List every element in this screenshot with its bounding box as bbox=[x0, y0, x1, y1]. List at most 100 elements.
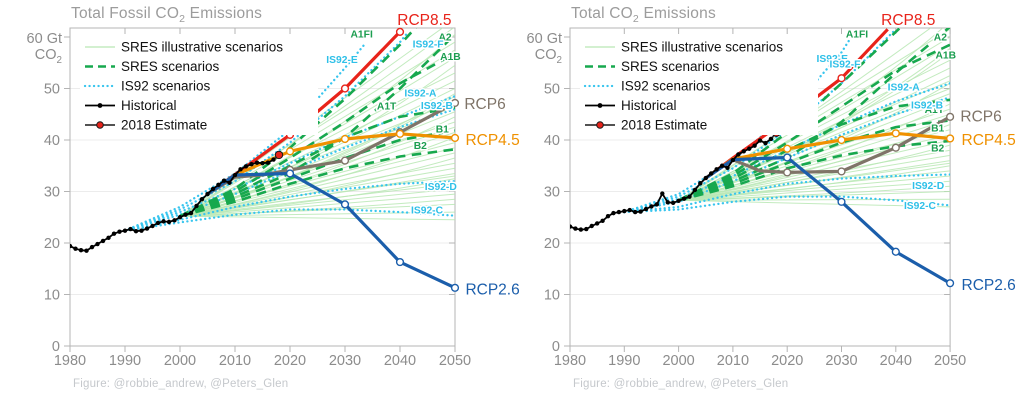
historical-point bbox=[692, 187, 698, 193]
historical-point bbox=[665, 200, 670, 205]
sres-line-a1t bbox=[678, 98, 951, 202]
historical-point bbox=[757, 138, 763, 143]
historical-point bbox=[232, 172, 238, 178]
x-tick-label: 2000 bbox=[662, 353, 694, 369]
legend-label: 2018 Estimate bbox=[621, 118, 707, 133]
rcp-marker-rcp4.5 bbox=[837, 135, 846, 145]
y-axis-unit-label: 60 Gt CO2 bbox=[526, 31, 562, 67]
rcp-marker-rcp6 bbox=[450, 98, 460, 108]
historical-point bbox=[752, 143, 757, 148]
scenario-label-is92-f: IS92-F bbox=[830, 59, 861, 70]
x-tick-label: 2040 bbox=[880, 353, 912, 369]
chart-total-fossil-co2: SRES illustrative scenarios SRES scenario… bbox=[26, 5, 520, 390]
historical-point bbox=[70, 243, 73, 249]
sres-line-b1 bbox=[179, 129, 455, 218]
historical-point bbox=[616, 209, 622, 215]
historical-point bbox=[100, 238, 106, 244]
legend: SRES illustrative scenarios SRES scenario… bbox=[80, 35, 318, 135]
historical-point bbox=[570, 224, 573, 229]
rcp-label-rcp8.5: RCP8.5 bbox=[397, 12, 451, 29]
is92-line-is92-c bbox=[623, 195, 951, 214]
y-tick-label: 20 bbox=[44, 236, 60, 252]
x-tick-label: 2050 bbox=[934, 353, 966, 369]
y-tick-label: 20 bbox=[544, 236, 560, 252]
rcp-marker-rcp2.6 bbox=[450, 283, 460, 292]
historical-point bbox=[89, 244, 95, 250]
historical-point bbox=[725, 165, 730, 171]
sres-illustrative-line bbox=[179, 136, 455, 217]
rcp-marker-rcp4.5 bbox=[340, 134, 350, 144]
legend-label: SRES illustrative scenarios bbox=[621, 40, 783, 55]
rcp-marker-rcp6 bbox=[340, 156, 350, 165]
historical-point bbox=[188, 210, 194, 216]
scenario-label-b1: B1 bbox=[931, 124, 944, 135]
x-tick-label: 2010 bbox=[717, 353, 749, 369]
historical-point bbox=[271, 157, 276, 162]
historical-point bbox=[676, 198, 681, 203]
scenario-label-b2: B2 bbox=[931, 144, 944, 155]
x-tick-label: 1990 bbox=[608, 353, 640, 369]
historical-point bbox=[649, 204, 654, 209]
scenario-label-is92-b: IS92-B bbox=[911, 100, 943, 111]
sres-line-a2 bbox=[678, 28, 951, 202]
historical-point bbox=[216, 182, 221, 188]
scenario-label-is92-c: IS92-C bbox=[904, 201, 937, 212]
historical-point bbox=[589, 223, 594, 229]
is92-line-is92-e bbox=[123, 43, 366, 232]
chart-canvas-left: SRES illustrative scenarios SRES scenario… bbox=[44, 12, 520, 369]
axis-box bbox=[69, 27, 456, 347]
chart-canvas-right: SRES illustrative scenarios SRES scenario… bbox=[544, 12, 1016, 369]
rcp-label-rcp8.5: RCP8.5 bbox=[881, 12, 935, 29]
y-axis-unit-label: 60 Gt CO2 bbox=[26, 31, 62, 67]
historical-point bbox=[605, 214, 611, 219]
y-tick-label: 50 bbox=[544, 82, 560, 98]
sres-illustrative-line bbox=[678, 180, 951, 201]
historical-point bbox=[133, 228, 139, 234]
rcp-marker-rcp2.6 bbox=[285, 169, 295, 178]
scenario-label-b2: B2 bbox=[414, 141, 427, 152]
historical-point bbox=[260, 160, 265, 166]
historical-point bbox=[139, 228, 144, 233]
historical-point bbox=[746, 146, 752, 151]
rcp-label-rcp4.5: RCP4.5 bbox=[465, 132, 519, 149]
historical-point bbox=[194, 203, 199, 209]
x-tick-label: 2050 bbox=[439, 353, 471, 369]
scenario-label-a1b: A1B bbox=[440, 52, 461, 63]
legend-label: IS92 scenarios bbox=[121, 79, 211, 94]
historical-point bbox=[238, 167, 243, 172]
historical-point bbox=[698, 181, 703, 186]
scenario-label-is92-d: IS92-D bbox=[425, 182, 457, 193]
historical-point bbox=[199, 197, 205, 202]
y-tick-label: 0 bbox=[52, 339, 60, 355]
historical-point bbox=[736, 152, 741, 157]
y-tick-label: 10 bbox=[44, 288, 60, 304]
historical-point bbox=[681, 196, 687, 201]
rcp-label-rcp2.6: RCP2.6 bbox=[465, 281, 519, 298]
scenario-label-is92-f: IS92-F bbox=[413, 40, 444, 51]
rcp-marker-rcp2.6 bbox=[340, 200, 350, 209]
x-tick-label: 1980 bbox=[554, 353, 586, 369]
historical-point bbox=[205, 191, 210, 197]
historical-point bbox=[654, 202, 660, 207]
historical-point bbox=[144, 226, 150, 231]
historical-point bbox=[106, 235, 111, 241]
x-tick-label: 2010 bbox=[219, 353, 251, 369]
historical-point bbox=[227, 180, 232, 185]
page-title: Total CO2 Emissions bbox=[571, 5, 716, 26]
scenario-label-a1b: A1B bbox=[935, 51, 956, 62]
x-tick-label: 1990 bbox=[109, 353, 141, 369]
historical-point bbox=[622, 208, 627, 214]
legend-label: SRES scenarios bbox=[121, 59, 220, 74]
rcp-marker-rcp4.5 bbox=[783, 144, 792, 153]
historical-point bbox=[573, 226, 578, 231]
rcp-marker-rcp6 bbox=[837, 167, 846, 176]
historical-point bbox=[221, 178, 227, 183]
x-tick-label: 2030 bbox=[329, 353, 361, 369]
rcp-marker-rcp2.6 bbox=[946, 279, 955, 288]
historical-point bbox=[210, 186, 216, 192]
rcp-label-rcp6: RCP6 bbox=[960, 108, 1001, 125]
legend-label: IS92 scenarios bbox=[621, 79, 711, 94]
historical-point bbox=[254, 160, 260, 165]
historical-point bbox=[627, 207, 632, 213]
